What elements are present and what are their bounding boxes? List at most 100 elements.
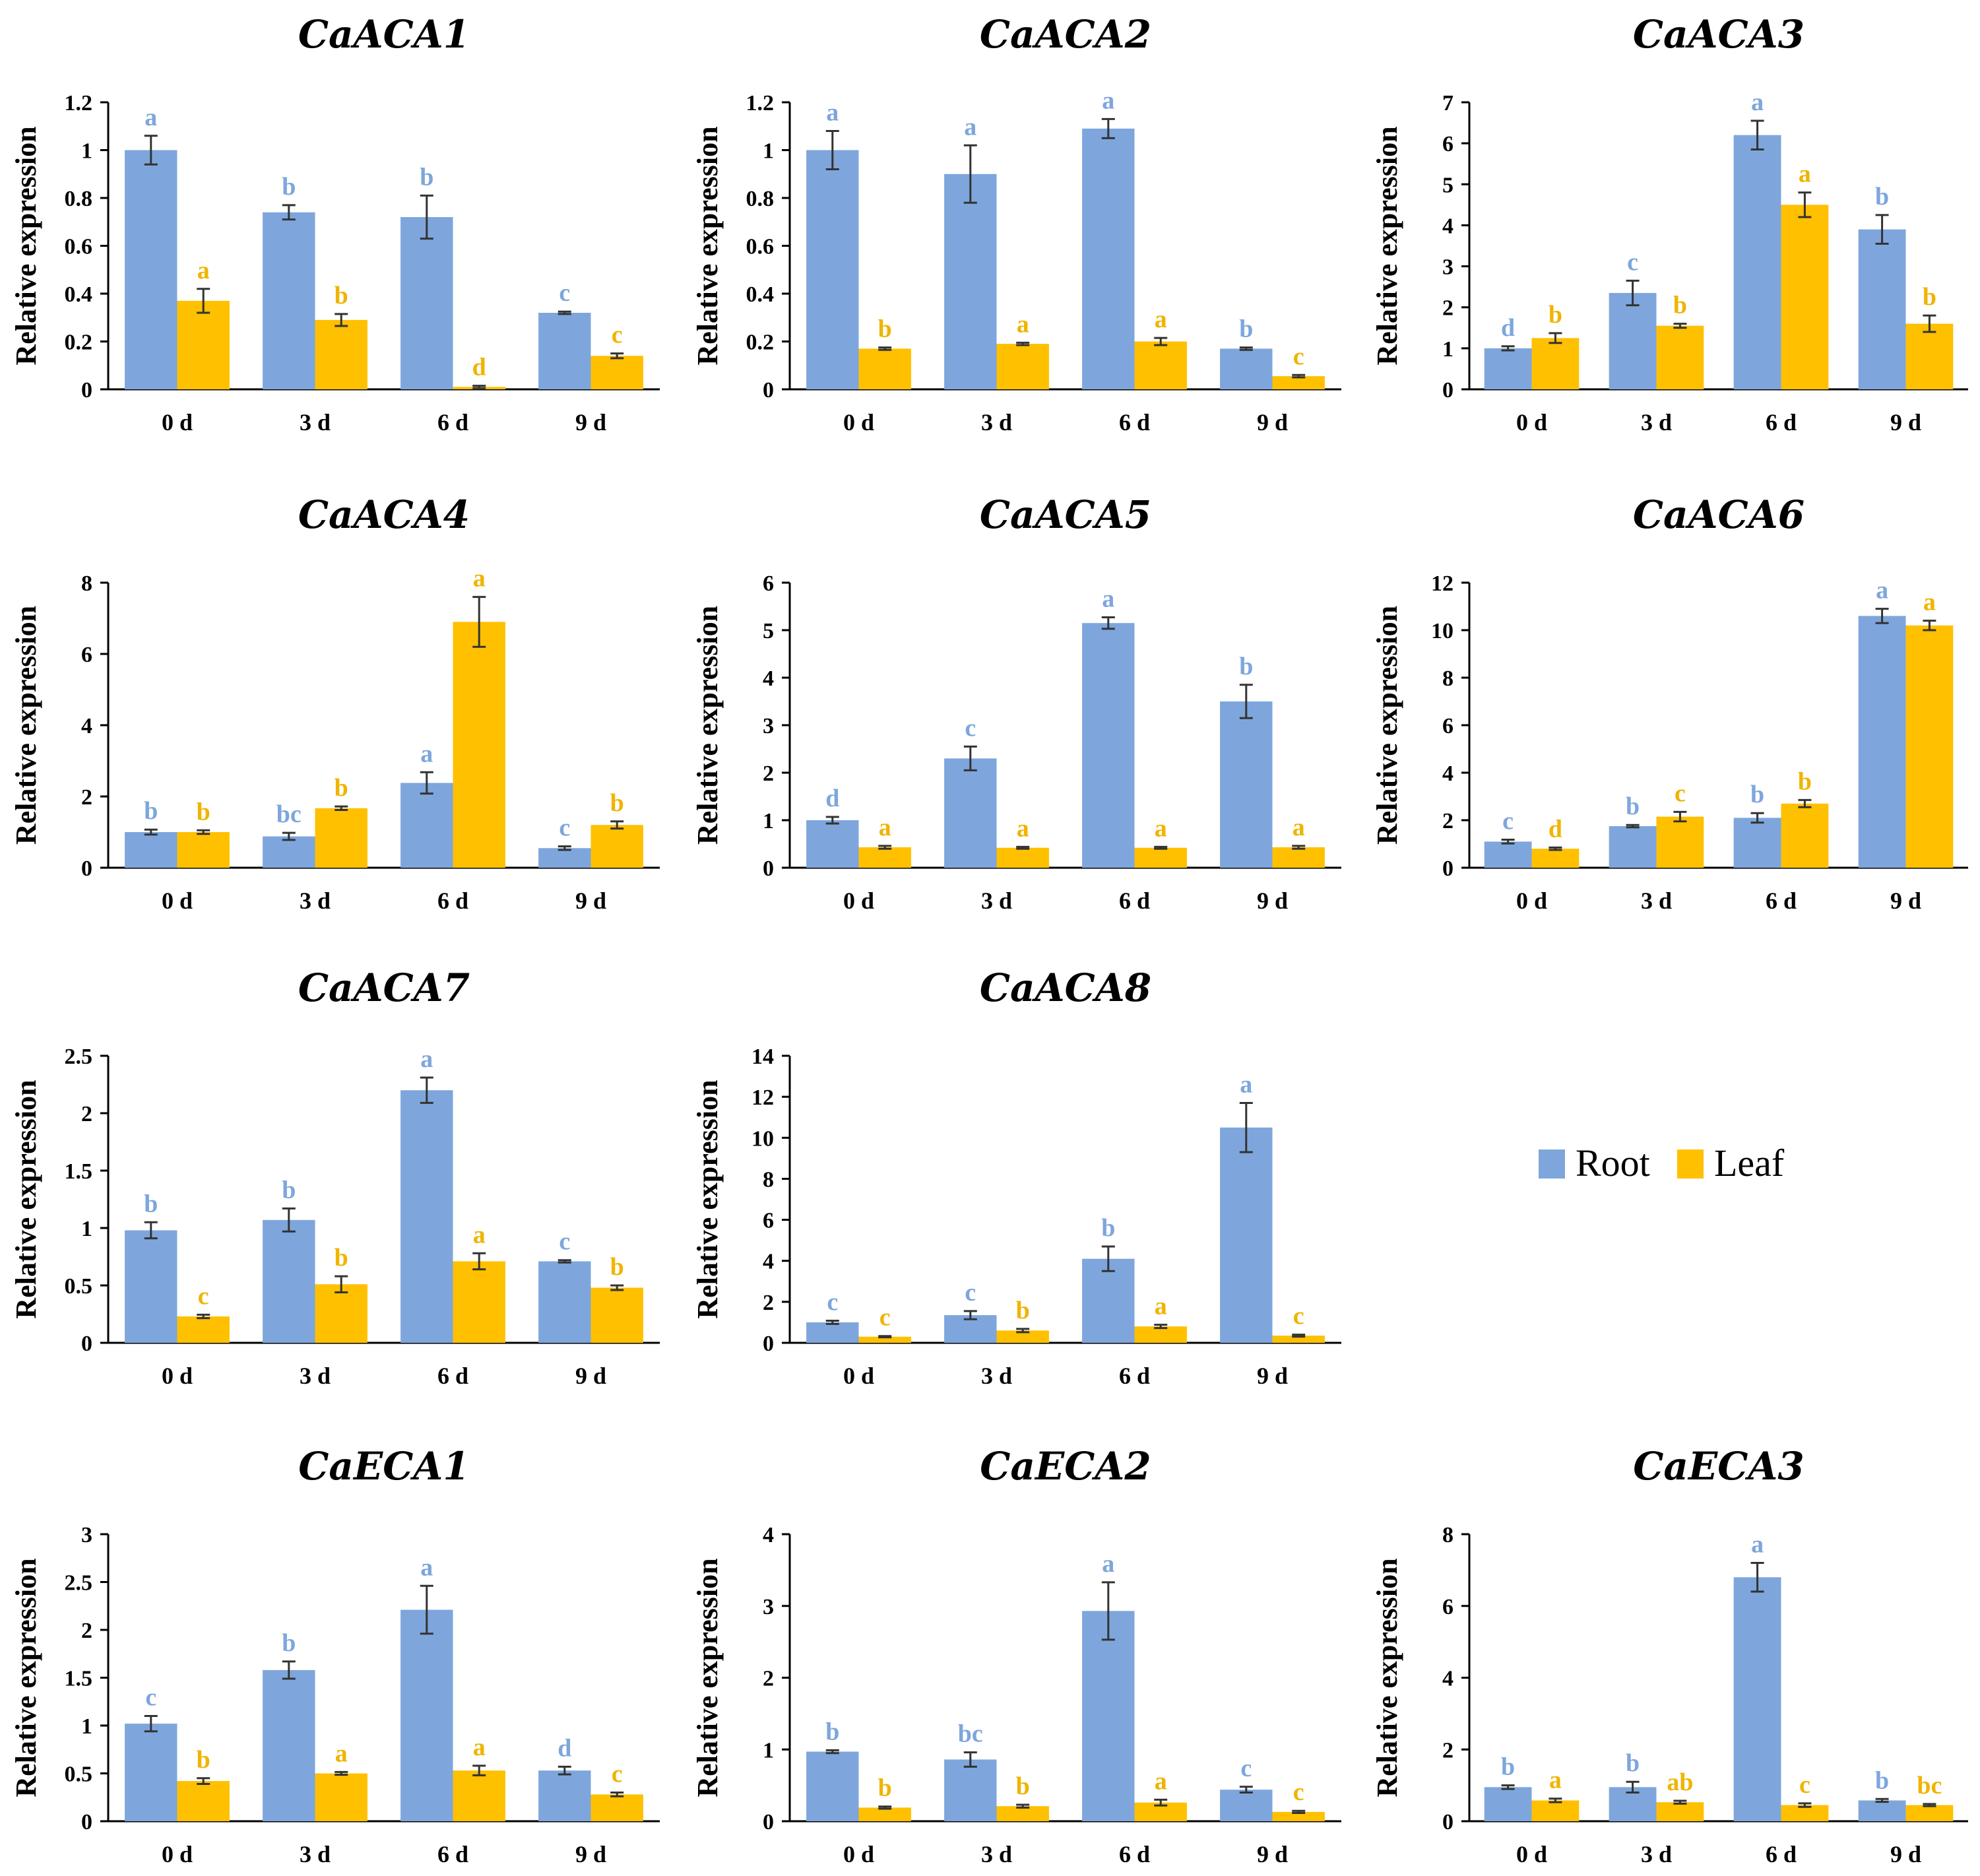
bar-root-0d: [1484, 841, 1532, 868]
significance-letter: c: [1293, 1778, 1304, 1806]
bar-root-3d: [263, 1219, 315, 1343]
bar-root-0d: [806, 820, 859, 868]
y-axis-label: Relative expression: [691, 1558, 724, 1797]
chart-title: CaACA3: [1633, 12, 1804, 57]
x-tick-label: 9 d: [575, 888, 606, 914]
bar-root-9d: [1858, 229, 1906, 389]
significance-letter: a: [420, 1045, 433, 1073]
chart-title: CaECA1: [298, 1444, 469, 1489]
bar-leaf-0d: [858, 348, 911, 389]
significance-letter: d: [1501, 314, 1515, 342]
significance-letter: b: [197, 798, 210, 825]
significance-letter: a: [420, 740, 433, 767]
chart-title: CaECA3: [1633, 1444, 1804, 1489]
y-tick-label: 0: [1442, 857, 1453, 881]
significance-letter: c: [1799, 1771, 1810, 1799]
y-tick-label: 0: [81, 1810, 92, 1834]
significance-letter: a: [1923, 589, 1936, 616]
significance-letter: c: [559, 279, 570, 307]
bar-root-6d: [1082, 128, 1135, 389]
significance-letter: b: [1016, 1297, 1030, 1324]
bar-leaf-3d: [315, 1773, 367, 1821]
y-tick-label: 12: [751, 1085, 774, 1110]
y-tick-label: 0: [763, 1332, 774, 1356]
y-tick-label: 12: [1431, 571, 1453, 596]
chart-title: CaACA7: [298, 965, 470, 1010]
y-tick-label: 2: [1442, 296, 1453, 321]
significance-letter: b: [1016, 1772, 1030, 1800]
bar-root-6d: [1082, 623, 1135, 868]
significance-letter: a: [1017, 814, 1029, 842]
bar-root-0d: [125, 150, 177, 389]
legend-swatch-root: [1539, 1149, 1565, 1179]
y-tick-label: 0: [81, 1332, 92, 1356]
chart-panel-CaACA8: CaACA8 Relative expression 0 2 4 6 8 10 12 14 0 d c…: [691, 965, 1341, 1389]
bar-root-6d: [1733, 818, 1781, 868]
x-tick-label: 6 d: [437, 409, 468, 436]
x-tick-label: 3 d: [981, 1363, 1012, 1389]
x-tick-label: 3 d: [981, 888, 1012, 914]
significance-letter: c: [1293, 1303, 1304, 1330]
significance-letter: d: [472, 354, 486, 381]
chart-title: CaACA5: [980, 492, 1151, 537]
y-tick-label: 0.5: [65, 1763, 93, 1787]
x-tick-label: 9 d: [1257, 1841, 1288, 1867]
y-tick-label: 2: [81, 1102, 92, 1126]
x-tick-label: 9 d: [1257, 888, 1288, 914]
y-axis-label: Relative expression: [10, 126, 42, 365]
bar-leaf-6d: [453, 1261, 505, 1343]
significance-letter: bc: [276, 800, 302, 828]
bar-leaf-9d: [1272, 1811, 1325, 1821]
y-tick-label: 0.4: [65, 282, 93, 307]
bar-leaf-9d: [1272, 1336, 1325, 1343]
bar-root-9d: [1858, 1800, 1906, 1821]
x-tick-label: 0 d: [162, 409, 193, 436]
significance-letter: c: [879, 1304, 891, 1332]
bar-root-9d: [538, 1770, 591, 1821]
y-axis-label: Relative expression: [10, 606, 42, 845]
y-tick-label: 0: [81, 378, 92, 403]
y-tick-label: 1.5: [65, 1667, 93, 1691]
significance-letter: a: [197, 257, 210, 284]
significance-letter: a: [826, 99, 839, 127]
bar-root-6d: [1733, 1577, 1781, 1821]
significance-letter: b: [335, 774, 348, 802]
bar-leaf-9d: [1905, 323, 1954, 389]
significance-letter: c: [827, 1288, 838, 1316]
x-tick-label: 6 d: [1766, 409, 1797, 436]
bar-leaf-0d: [1531, 338, 1580, 389]
y-axis-label: Relative expression: [691, 1080, 724, 1318]
chart-panel-CaECA1: CaECA1 Relative expression 0 0.5 1 1.5 2 2.5 3 0 …: [10, 1444, 660, 1867]
y-tick-label: 2: [763, 761, 774, 786]
y-tick-label: 4: [1442, 1667, 1453, 1691]
significance-letter: b: [610, 789, 624, 817]
y-tick-label: 4: [763, 666, 774, 691]
bar-leaf-0d: [1531, 1800, 1580, 1821]
significance-letter: a: [879, 814, 891, 841]
significance-letter: c: [145, 1684, 156, 1712]
significance-letter: b: [1750, 781, 1764, 808]
significance-letter: d: [1549, 815, 1562, 843]
x-tick-label: 6 d: [437, 1841, 468, 1867]
significance-letter: b: [282, 173, 296, 201]
legend: Root Leaf: [1539, 1142, 1785, 1184]
bar-leaf-0d: [177, 1316, 230, 1343]
significance-letter: a: [420, 1553, 433, 1581]
y-tick-label: 0.4: [746, 282, 775, 307]
x-tick-label: 9 d: [1890, 409, 1921, 436]
x-tick-label: 0 d: [843, 1363, 874, 1389]
significance-letter: b: [1626, 792, 1640, 820]
y-tick-label: 10: [751, 1126, 774, 1151]
significance-letter: c: [1675, 779, 1686, 807]
x-tick-label: 0 d: [1516, 888, 1547, 914]
bar-leaf-9d: [591, 1287, 643, 1343]
y-tick-label: 0.5: [65, 1274, 93, 1299]
bar-root-6d: [1082, 1611, 1135, 1821]
legend-label-leaf: Leaf: [1714, 1142, 1785, 1184]
bar-root-9d: [538, 313, 591, 389]
x-tick-label: 6 d: [437, 1363, 468, 1389]
y-tick-label: 3: [763, 714, 774, 738]
significance-letter: a: [1876, 577, 1888, 604]
significance-letter: b: [144, 1190, 158, 1217]
